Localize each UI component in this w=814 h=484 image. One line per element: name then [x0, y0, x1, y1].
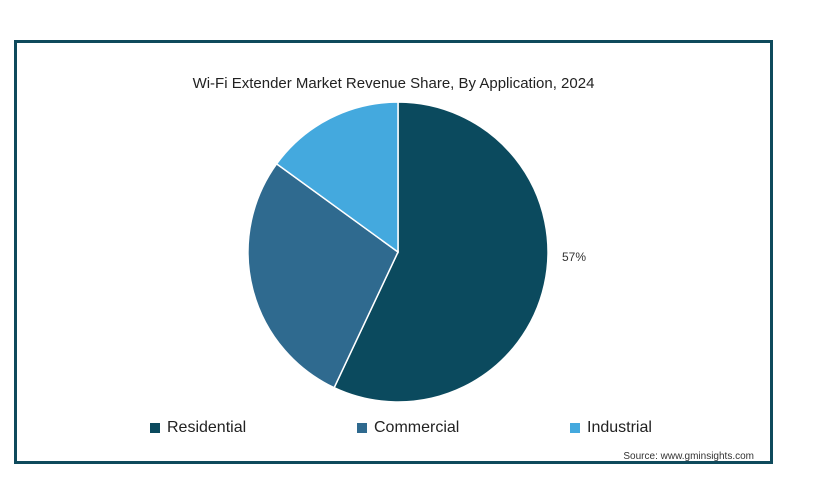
legend-label-commercial: Commercial: [374, 419, 460, 436]
chart-title: Wi-Fi Extender Market Revenue Share, By …: [192, 75, 595, 92]
legend-item-commercial: Commercial: [357, 419, 459, 437]
pie-chart: [247, 101, 549, 403]
legend-item-industrial: Industrial: [570, 419, 652, 437]
legend-swatch-residential: [150, 423, 160, 433]
pie-slice-commercial: [247, 162, 399, 389]
legend-item-residential: Residential: [150, 419, 246, 437]
pie-slice-industrial: [275, 101, 399, 254]
legend-swatch-commercial: [357, 423, 367, 433]
residential-data-label: 57%: [562, 250, 587, 264]
pie-slice-residential: [333, 101, 549, 403]
legend-label-residential: Residential: [167, 419, 247, 436]
legend: Residential Commercial Industrial: [17, 419, 770, 439]
legend-label-industrial: Industrial: [587, 419, 652, 436]
chart-frame: Wi-Fi Extender Market Revenue Share, By …: [14, 40, 773, 464]
legend-swatch-industrial: [570, 423, 580, 433]
source-note: Source: www.gminsights.com: [623, 451, 754, 462]
